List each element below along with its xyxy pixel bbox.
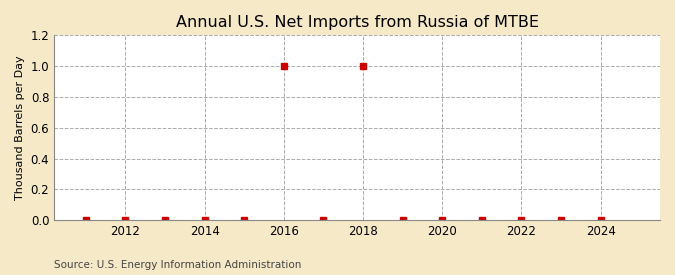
Text: Source: U.S. Energy Information Administration: Source: U.S. Energy Information Administ… — [54, 260, 301, 270]
Title: Annual U.S. Net Imports from Russia of MTBE: Annual U.S. Net Imports from Russia of M… — [176, 15, 539, 30]
Y-axis label: Thousand Barrels per Day: Thousand Barrels per Day — [15, 56, 25, 200]
